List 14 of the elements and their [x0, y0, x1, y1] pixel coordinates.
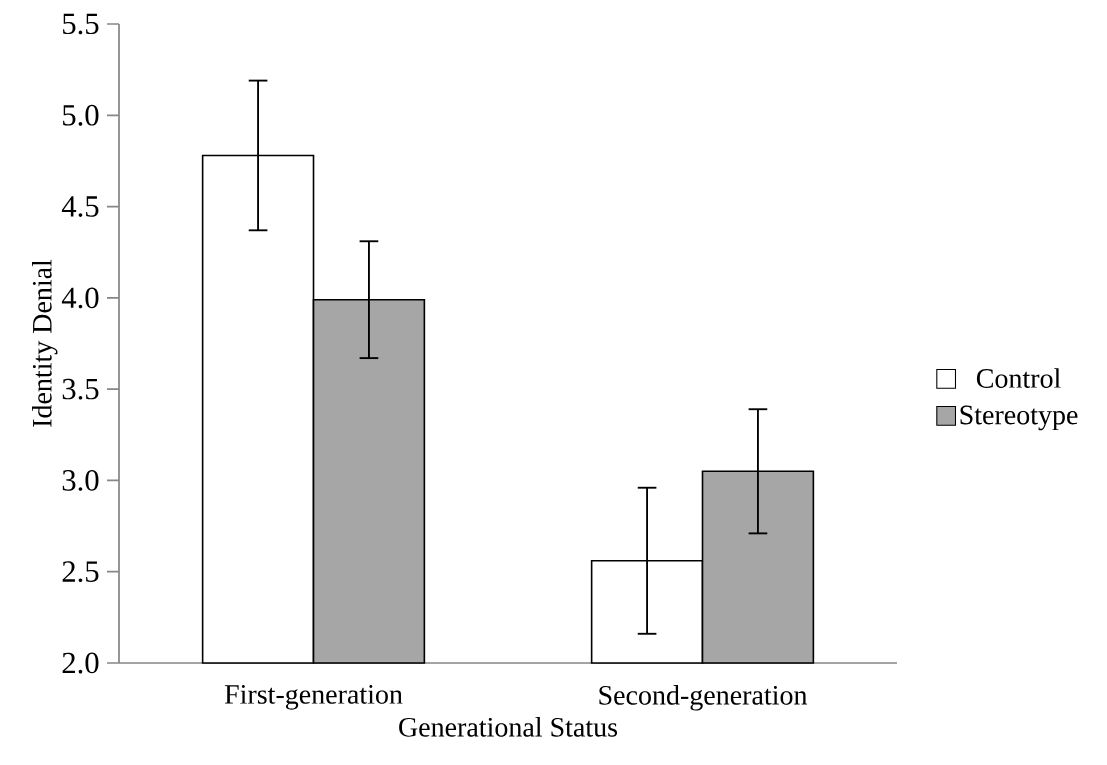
y-tick-label: 2.5	[62, 561, 99, 583]
y-tick-label: 3.0	[62, 470, 99, 491]
y-axis-title: Identity Denial	[32, 259, 58, 427]
y-tick-label: 3.5	[62, 378, 99, 400]
x-tick-label: First-generation	[224, 685, 403, 710]
y-tick-label: 5.5	[63, 13, 99, 35]
legend-label: Control	[976, 368, 1061, 388]
y-tick-label: 4.5	[61, 196, 99, 217]
x-tick-label: Second-generation	[599, 685, 808, 711]
x-axis-title: Generational Status	[399, 717, 618, 737]
y-tick-label: 5.0	[63, 104, 99, 126]
y-tick-label: 4.0	[61, 287, 99, 309]
legend-label: Stereotype	[960, 405, 1078, 431]
y-tick-label: 2.0	[62, 652, 99, 674]
